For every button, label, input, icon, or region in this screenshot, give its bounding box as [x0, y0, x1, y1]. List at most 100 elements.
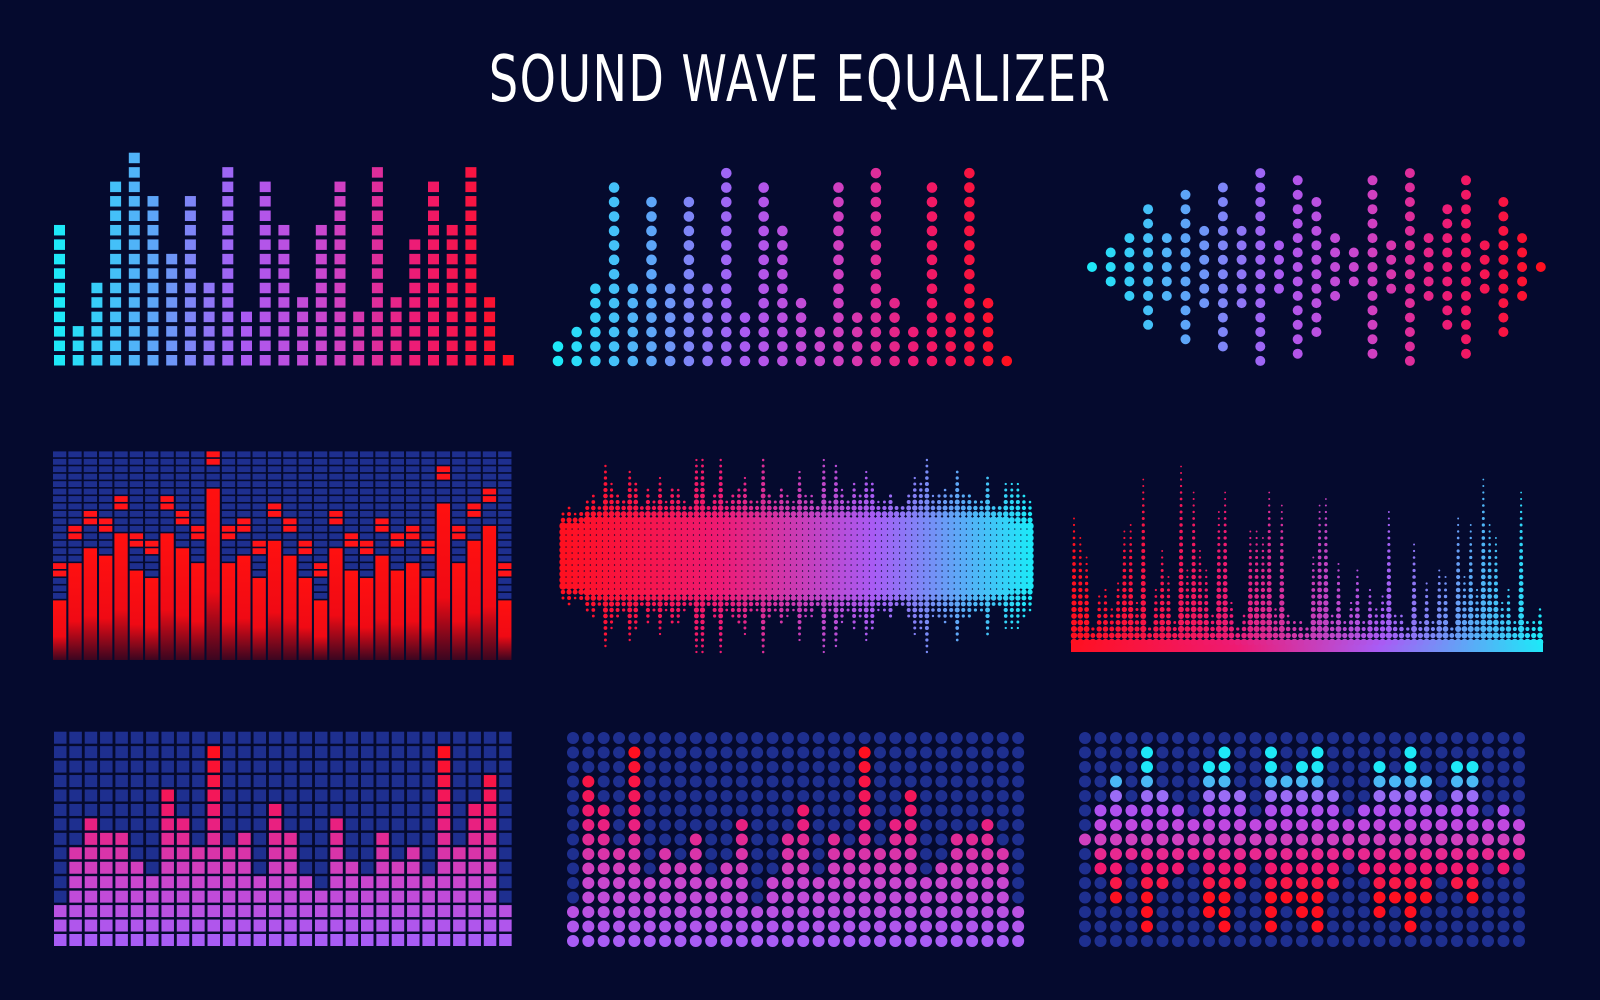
meter-segment — [467, 481, 481, 488]
grid-dot-lit — [1482, 848, 1494, 860]
square-bar-cell — [409, 355, 421, 366]
halftone-dot — [833, 619, 839, 625]
meter-segment — [360, 466, 374, 473]
halftone-dot — [771, 534, 779, 542]
dot-bar-dot — [608, 297, 620, 309]
halftone-dot — [850, 552, 858, 560]
halftone-dot — [735, 528, 743, 536]
spike-dot — [1360, 638, 1367, 646]
spike-dot — [1368, 607, 1372, 612]
grid-dot-lit — [613, 906, 626, 918]
dot-bar-dot — [571, 355, 582, 367]
grid-cell-lit — [499, 934, 512, 946]
grid-dot-lit — [1187, 819, 1200, 831]
grid-cell-off — [391, 760, 405, 773]
dot-wave-dot — [1498, 196, 1509, 207]
square-bar-cell — [334, 239, 346, 250]
grid-dot-off — [1187, 761, 1200, 773]
halftone-dot — [656, 582, 664, 590]
halftone-dot — [820, 516, 828, 524]
grid-dot-off — [674, 848, 687, 860]
meter-segment — [406, 548, 420, 555]
grid-dot-lit — [1141, 746, 1153, 759]
grid-dot-lit — [797, 848, 810, 860]
halftone-dot — [1014, 576, 1022, 584]
halftone-dot — [973, 601, 978, 607]
meter-segment — [452, 473, 466, 480]
halftone-dot — [991, 602, 996, 606]
spike-dot — [1260, 587, 1266, 593]
halftone-dot — [918, 493, 923, 499]
grid-dot-off — [1358, 761, 1370, 773]
grid-cell-off — [100, 746, 113, 759]
spike-dot — [1488, 524, 1491, 526]
halftone-dot — [874, 564, 883, 572]
dot-bar-dot — [870, 283, 882, 295]
halftone-dot — [698, 588, 707, 596]
grid-dot-off — [1280, 935, 1293, 947]
grid-dot-lit — [1311, 862, 1324, 875]
halftone-dot — [868, 576, 877, 584]
halftone-dot — [868, 558, 877, 566]
grid-dot-lit — [1466, 833, 1479, 846]
meter-segment — [313, 555, 328, 562]
meter-segment — [191, 540, 205, 547]
grid-dot-lit — [889, 920, 902, 933]
spike-dot — [1335, 613, 1342, 619]
halftone-dot — [633, 601, 639, 607]
grid-cell-off — [161, 731, 174, 744]
spike-dot — [1097, 601, 1101, 605]
halftone-dot — [657, 613, 663, 619]
grid-dot-off — [1079, 862, 1091, 875]
dot-wave-dot — [1517, 262, 1528, 272]
grid-dot-lit — [582, 833, 595, 846]
grid-dot-lit — [827, 906, 840, 918]
square-bar-cell — [110, 340, 122, 352]
grid-cell-off — [69, 803, 82, 816]
grid-dot-lit — [582, 819, 595, 831]
meter-bar — [175, 548, 190, 660]
halftone-dot — [965, 522, 974, 530]
spike-dot — [1178, 613, 1185, 619]
dot-wave-dot — [1330, 233, 1341, 244]
square-bar-cell — [110, 282, 122, 294]
halftone-dot — [918, 601, 924, 607]
spike-dot — [1487, 568, 1492, 573]
grid-dot-lit — [689, 862, 702, 875]
spike-dot — [1261, 537, 1264, 539]
spike-dot — [1456, 555, 1460, 560]
spike-dot — [1160, 569, 1164, 572]
grid-dot-lit — [950, 906, 963, 918]
halftone-dot — [736, 505, 742, 511]
halftone-dot — [765, 576, 773, 584]
grid-dot-lit — [628, 761, 641, 773]
halftone-dot — [674, 564, 682, 572]
meter-segment — [99, 496, 113, 502]
spike-dot — [1110, 614, 1114, 618]
square-bar-cell — [409, 268, 421, 279]
meter-segment — [145, 481, 159, 488]
grid-dot-lit — [1141, 790, 1153, 802]
spike-dot — [1268, 497, 1271, 501]
halftone-dot — [664, 601, 669, 607]
halftone-dot — [638, 534, 646, 542]
halftone-dot — [864, 613, 869, 619]
spike-dot — [1455, 613, 1461, 619]
grid-cell-lit — [176, 876, 190, 889]
dot-bar-dot — [833, 355, 844, 367]
halftone-dot — [609, 494, 614, 498]
dot-bar-dot — [833, 254, 844, 266]
grid-cell-off — [268, 746, 282, 759]
halftone-dot — [995, 552, 1004, 560]
grid-cell-off — [499, 746, 512, 759]
square-bar-cell — [147, 224, 159, 236]
spike-dot — [1128, 594, 1134, 599]
halftone-dot — [801, 588, 810, 596]
grid-dot-lit — [1125, 833, 1138, 846]
halftone-dot — [632, 595, 639, 601]
grid-dot-off — [996, 804, 1009, 817]
halftone-dot — [838, 534, 846, 542]
halftone-dot — [704, 570, 713, 578]
spike-dot — [1336, 607, 1341, 612]
grid-cell-lit — [284, 890, 297, 903]
